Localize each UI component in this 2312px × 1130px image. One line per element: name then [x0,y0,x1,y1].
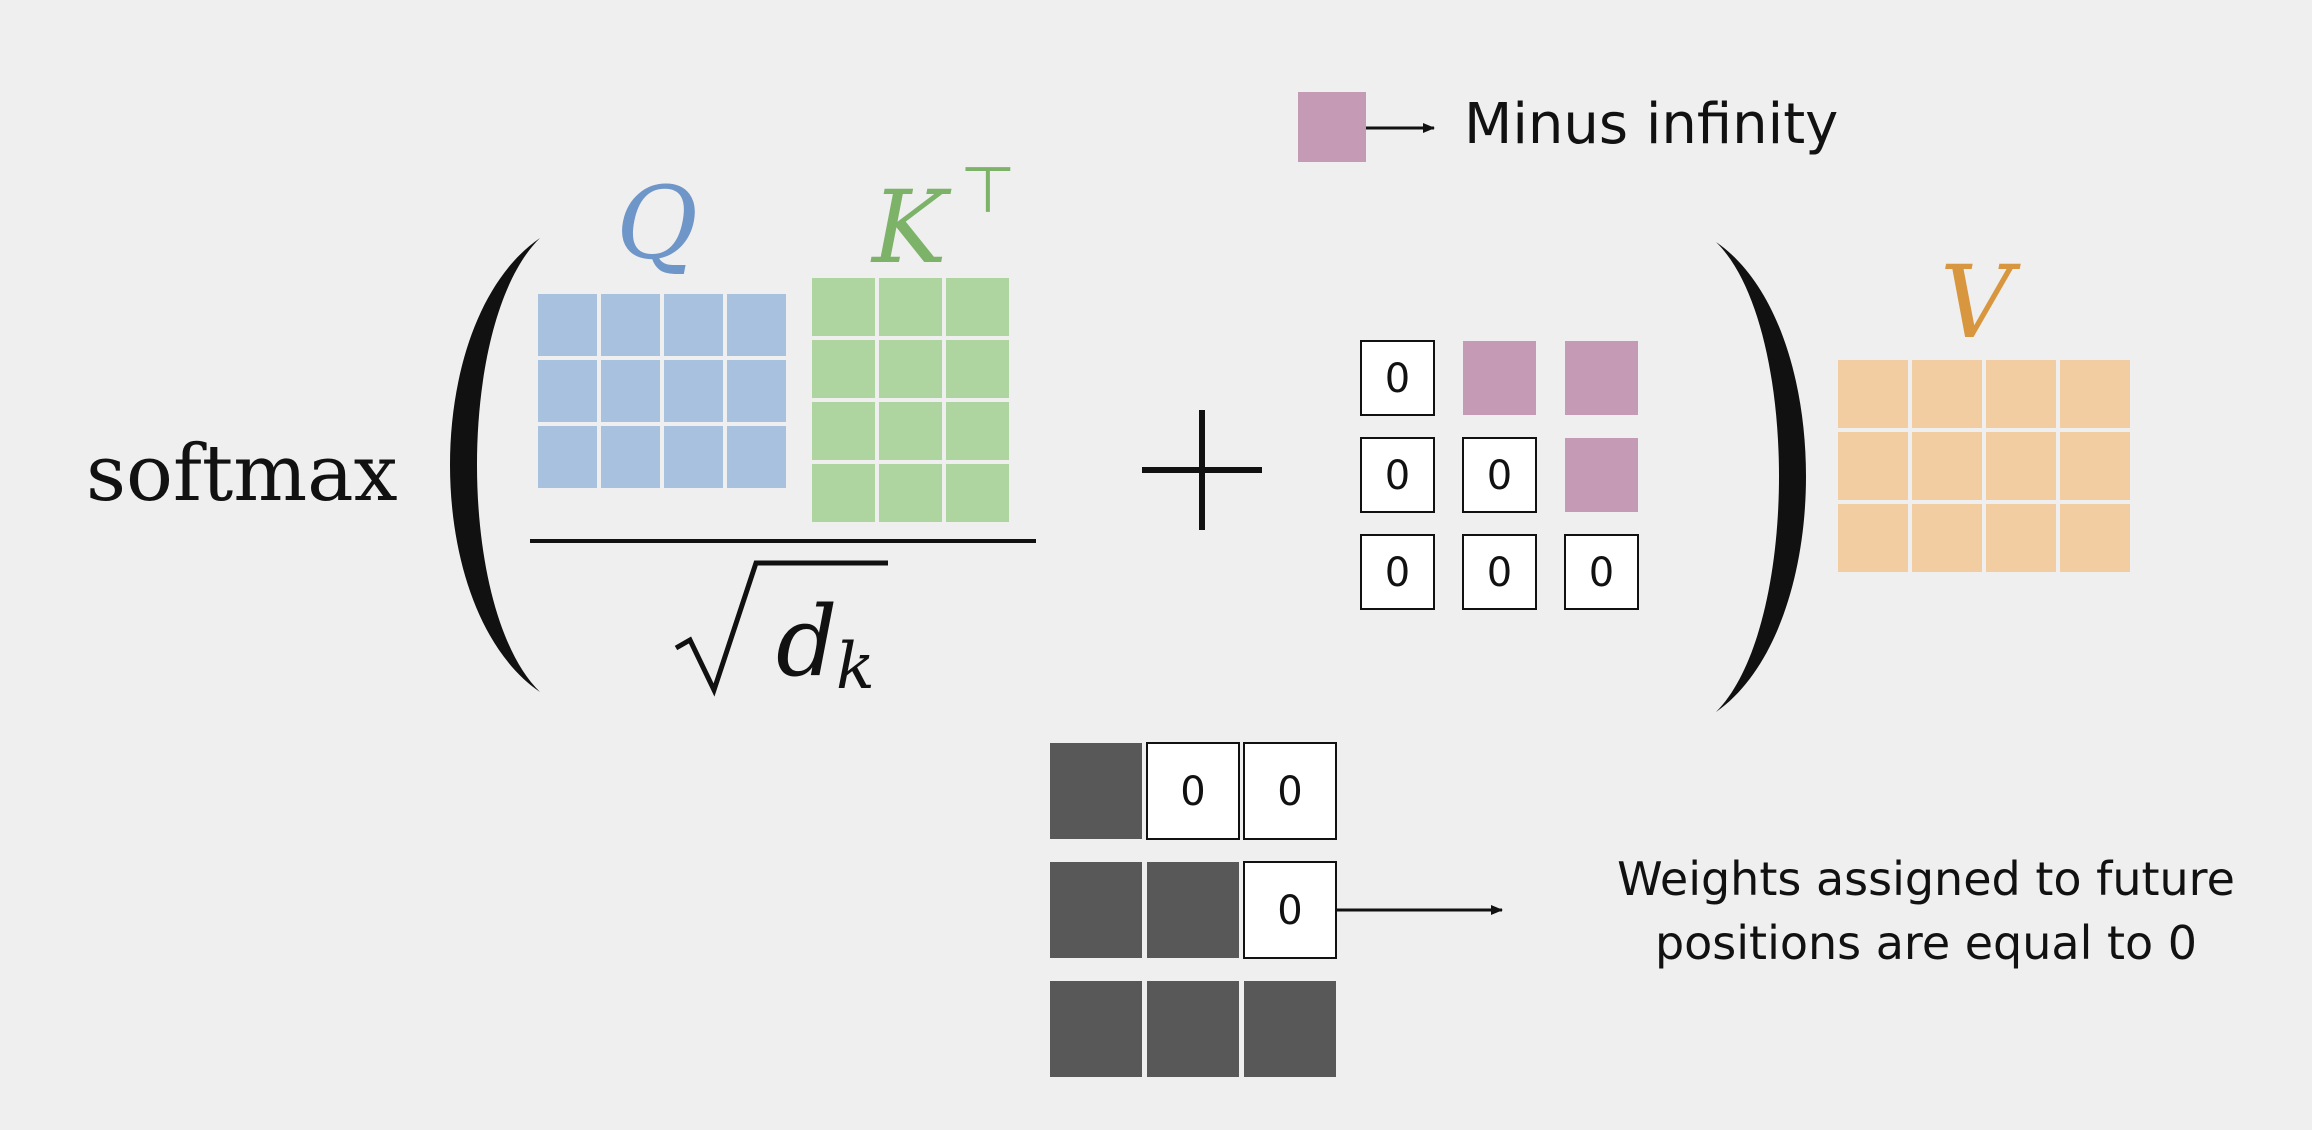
k-symbol: K [870,169,952,286]
mask-cell-zero [1360,437,1435,513]
right-parenthesis [1716,242,1806,712]
k-matrix-cell [879,402,942,460]
plus-sign [1142,410,1262,530]
mask-cell-zero [1462,437,1537,513]
q-matrix-cell [727,426,786,488]
v-matrix-cell [2060,432,2130,500]
legend-swatch [1298,92,1366,162]
weight-cell-zero [1243,861,1337,959]
v-matrix-cell [1912,504,1982,572]
q-matrix-cell [538,294,597,356]
q-matrix-cell [727,294,786,356]
v-matrix-cell [1986,360,2056,428]
mask-cell-zero [1462,534,1537,610]
q-matrix-cell [664,360,723,422]
weight-cell-zero-value: 0 [1277,769,1302,815]
k-transpose-superscript: ⊤ [960,154,1016,228]
mask-cell-zero [1564,534,1639,610]
legend-label: Minus infinity [1464,92,1838,157]
q-matrix-cell [538,360,597,422]
v-matrix-cell [1912,360,1982,428]
weight-cell-filled [1147,862,1239,958]
left-parenthesis [450,238,540,692]
q-matrix-cell [664,294,723,356]
k-matrix-cell [812,402,875,460]
q-matrix-cell [538,426,597,488]
mask-cell-minus-infinity [1565,438,1638,512]
weight-cell-zero [1146,742,1240,840]
mask-cell-zero [1360,534,1435,610]
weight-cell-filled [1050,981,1142,1077]
mask-cell-zero-value: 0 [1487,550,1512,596]
weight-cell-zero [1243,742,1337,840]
softmax-label: softmax [86,429,398,519]
k-matrix-cell [879,464,942,522]
q-matrix-cell [601,426,660,488]
k-transpose-matrix [812,278,1009,522]
mask-cell-zero [1360,340,1435,416]
v-matrix-cell [2060,504,2130,572]
q-matrix-cell [664,426,723,488]
mask-cell-minus-infinity [1463,341,1536,415]
v-matrix-cell [1986,432,2056,500]
legend: Minus infinity [1298,92,1838,162]
k-matrix-cell [812,340,875,398]
k-matrix-cell [812,464,875,522]
weight-cell-filled [1147,981,1239,1077]
k-matrix-cell [812,278,875,336]
mask-cell-zero-value: 0 [1487,453,1512,499]
sqrt-sign [674,560,888,697]
v-matrix-cell [1912,432,1982,500]
q-matrix-cell [601,294,660,356]
annotation-line-2: positions are equal to 0 [1655,916,2197,970]
v-matrix-cell [2060,360,2130,428]
q-matrix-cell [727,360,786,422]
mask-cell-zero-value: 0 [1589,550,1614,596]
mask-cell-minus-infinity [1565,341,1638,415]
k-matrix-cell [879,340,942,398]
v-matrix-cell [1986,504,2056,572]
mask-cell-zero-value: 0 [1385,453,1410,499]
k-matrix-cell [946,402,1009,460]
k-matrix-cell [946,278,1009,336]
v-symbol: V [1940,244,2021,361]
weight-cell-zero-value: 0 [1180,769,1205,815]
q-matrix [538,294,786,488]
mask-cell-zero-value: 0 [1385,550,1410,596]
mask-matrix: 0 0 0 0 0 0 [1360,340,1639,610]
v-matrix [1838,360,2130,572]
v-matrix-cell [1838,432,1908,500]
v-matrix-cell [1838,504,1908,572]
denominator-d: d [776,586,837,698]
mask-cell-zero-value: 0 [1385,356,1410,402]
v-matrix-cell [1838,360,1908,428]
q-matrix-cell [601,360,660,422]
weight-cell-filled [1050,743,1142,839]
k-matrix-cell [879,278,942,336]
annotation-line-1: Weights assigned to future [1617,852,2235,906]
weight-cell-zero-value: 0 [1277,888,1302,934]
weight-cell-filled [1050,862,1142,958]
k-matrix-cell [946,340,1009,398]
k-matrix-cell [946,464,1009,522]
weight-cell-filled [1244,981,1336,1077]
attention-weights-matrix: 0 0 0 [1050,742,1337,1077]
q-symbol: Q [616,165,698,282]
denominator-subscript-k: k [836,630,875,704]
